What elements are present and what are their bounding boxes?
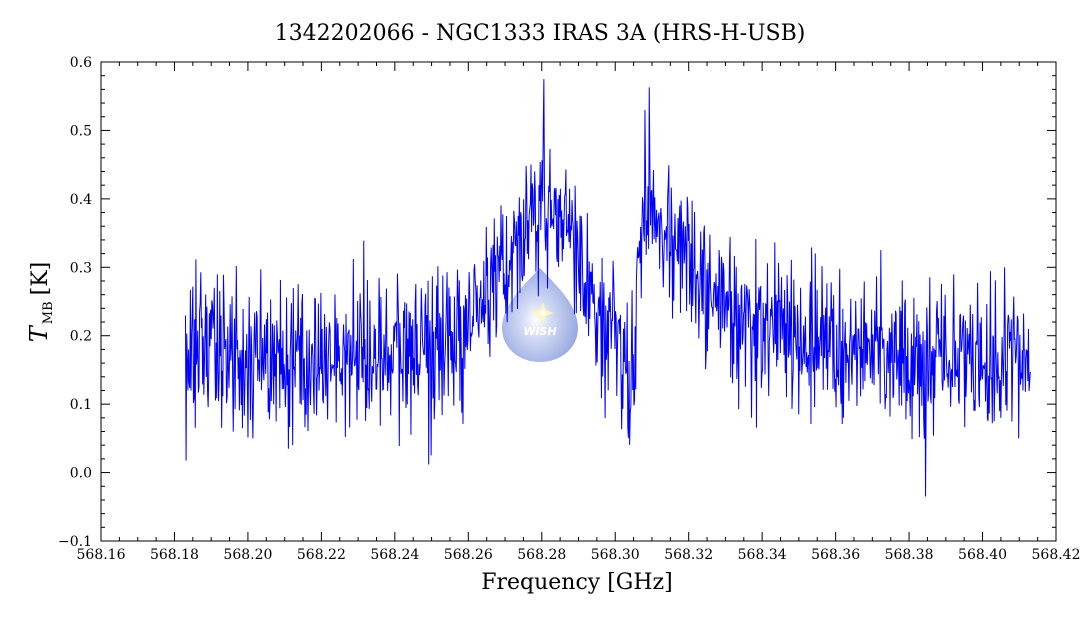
y-tick-labels: −0.1 0.0 0.1 0.2 0.3 0.4 0.5 0.6 (58, 55, 92, 550)
axis-ticks (100, 61, 1057, 542)
plot-area-border (100, 61, 1057, 542)
y-axis-label: TMB [K] (25, 262, 56, 343)
x-tick-label: 568.16 (77, 547, 126, 563)
y-tick-label: 0.3 (70, 260, 92, 276)
y-tick-label: 0.1 (70, 397, 92, 413)
series-group (184, 79, 1031, 497)
star-icon (532, 302, 554, 324)
x-tick-labels: 568.16 568.18 568.20 568.22 568.24 568.26 568.… (77, 547, 1080, 563)
watermark-text: WISH (523, 325, 556, 338)
plot-frame (100, 61, 1057, 542)
y-tick-label: 0.5 (70, 123, 92, 139)
x-tick-label: 568.26 (444, 547, 493, 563)
x-tick-label: 568.28 (517, 547, 566, 563)
y-axis-label-unit: [K] (28, 262, 53, 296)
y-tick-label: 0.6 (70, 55, 92, 71)
x-tick-label: 568.34 (738, 547, 787, 563)
chart-title: 1342202066 - NGC1333 IRAS 3A (HRS-H-USB) (275, 21, 806, 46)
y-axis-label-symbol: T (25, 324, 53, 342)
y-tick-label: 0.0 (70, 466, 92, 482)
x-tick-label: 568.36 (811, 547, 860, 563)
x-tick-label: 568.32 (664, 547, 713, 563)
x-tick-label: 568.40 (958, 547, 1007, 563)
x-tick-label: 568.42 (1032, 547, 1080, 563)
y-tick-label: −0.1 (58, 534, 92, 550)
series-spectrum-line (184, 79, 1031, 497)
x-tick-label: 568.20 (223, 547, 272, 563)
wish-logo-watermark: WISH (502, 268, 578, 362)
y-axis-label-subscript: MB (41, 301, 56, 324)
y-tick-label: 0.4 (70, 192, 92, 208)
x-tick-label: 568.22 (297, 547, 346, 563)
x-tick-label: 568.30 (591, 547, 640, 563)
svg-text:TMB[K]: TMB [K] (25, 262, 56, 343)
x-tick-label: 568.18 (150, 547, 199, 563)
x-axis-label: Frequency [GHz] (481, 570, 673, 595)
x-tick-label: 568.38 (885, 547, 934, 563)
x-tick-label: 568.24 (370, 547, 419, 563)
y-tick-label: 0.2 (70, 329, 92, 345)
